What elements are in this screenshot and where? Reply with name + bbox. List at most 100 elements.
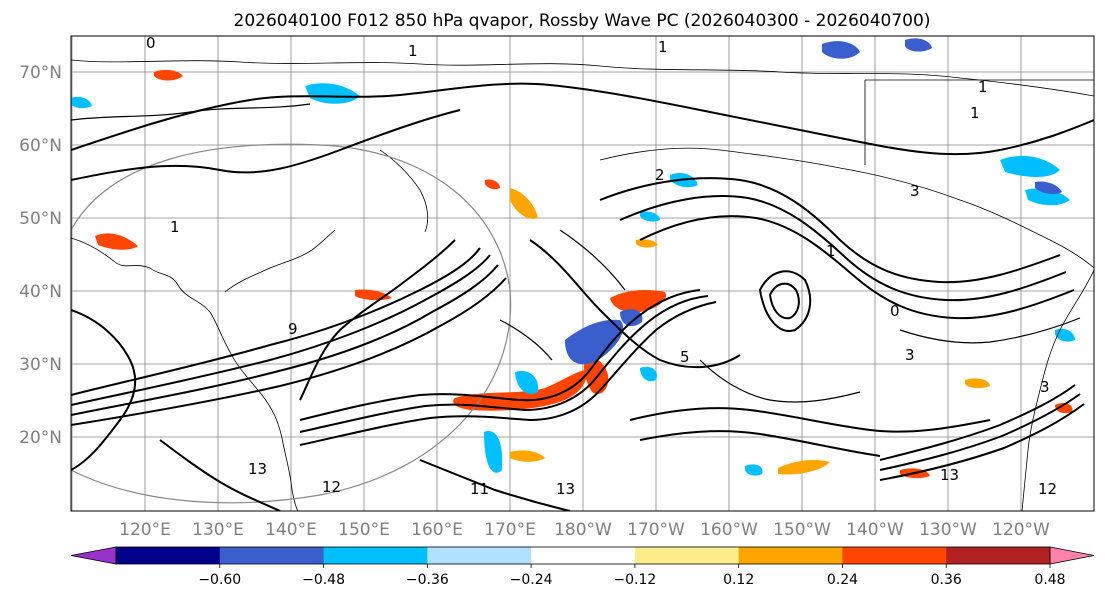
contour-line [499,319,553,361]
anomaly-shading [71,38,1075,479]
lat-label: 40°N [19,282,62,302]
contour-label: 13 [248,460,267,478]
contour-label: 1 [826,242,836,260]
map-background [71,36,1094,511]
domain-circle [71,143,512,504]
lon-label: 120°W [992,520,1050,540]
positive-anomaly [510,188,538,219]
contour-labels: 0 1 1 1 1 1 2 3 3 3 5 9 12 12 13 13 13 1… [146,34,1057,498]
contour-line [71,254,491,406]
contour-line [619,195,1067,302]
lat-label: 50°N [19,209,62,229]
contour-label: 13 [556,480,575,498]
contour-line [71,247,481,396]
colorbar-tick-label: −0.36 [406,572,449,588]
contour-label: 2 [655,166,665,184]
longitude-labels: 120°E 130°E 140°E 150°E 160°E 170°E 180°… [119,520,1050,540]
colorbar-segment [738,547,843,564]
positive-anomaly [485,179,500,190]
lon-label: 180°W [554,520,612,540]
contour-label: 11 [470,480,489,498]
negative-anomaly [620,309,643,327]
contour-label: 0 [890,302,900,320]
contour-line [71,309,137,471]
contour-line [699,359,861,403]
positive-anomaly [154,69,183,81]
negative-anomaly [640,366,657,382]
negative-anomaly [745,464,763,476]
kamchatka-coastline [379,149,429,233]
lat-label: 60°N [19,136,62,156]
lon-label: 130°W [919,520,977,540]
lon-label: 140°W [846,520,904,540]
negative-anomaly [822,41,860,59]
contour-line [879,393,1081,471]
lat-label: 20°N [19,428,62,448]
contour-line [758,270,812,332]
lon-label: 170°W [627,520,685,540]
contour-line [71,82,701,151]
negative-anomaly [71,96,92,109]
lon-label: 160°E [411,520,463,540]
contour-line [419,459,571,511]
negative-anomaly [905,38,932,52]
contour-line [529,239,741,369]
contour-line [879,403,1085,481]
lon-label: 160°W [700,520,758,540]
contour-line [879,384,1076,461]
colorbar-segment [946,547,1051,564]
colorbar-segment [427,547,532,564]
colorbar-segment [531,547,636,564]
colorbar-tick-label: 0.24 [827,572,858,588]
lon-label: 170°E [484,520,536,540]
contour-lines-thin [71,103,1081,403]
contour-line [639,215,1075,320]
coastlines [71,59,1094,511]
map-panel: 0 1 1 1 1 1 2 3 3 3 5 9 12 12 13 13 13 1… [70,34,1095,512]
contour-line [699,109,1094,156]
negative-anomaly [484,431,503,473]
asia-coastline [71,237,299,511]
colorbar-tick-label: −0.12 [613,572,656,588]
positive-anomaly [95,233,138,250]
lon-label: 140°E [265,520,317,540]
positive-anomaly [510,450,545,462]
contour-label: 0 [146,34,156,52]
contour-line [639,430,881,457]
contour-line [71,103,311,121]
contour-line [599,177,1061,284]
north-america-coastline [1021,269,1094,511]
positive-anomaly [1055,402,1073,414]
negative-anomaly [1035,181,1062,195]
positive-anomaly [965,378,990,389]
contour-line [629,407,991,433]
contour-label: 9 [288,320,298,338]
negative-anomaly [565,319,624,365]
lat-label: 30°N [19,355,62,375]
contour-line [299,295,709,433]
chart-title: 2026040100 F012 850 hPa qvapor, Rossby W… [234,11,931,31]
colorbar-tick-label: −0.24 [510,572,553,588]
contour-lines [71,82,1094,511]
colorbar-tick-label: −0.60 [198,572,241,588]
lon-label: 120°E [119,520,171,540]
colorbar-segment [116,547,221,564]
negative-anomaly [1025,188,1070,206]
lon-label: 150°W [773,520,831,540]
contour-line [71,277,507,426]
negative-anomaly [305,83,360,104]
contour-label: 12 [1038,480,1057,498]
negative-anomaly [1000,155,1060,177]
alaska-coastline [599,147,1094,269]
colorbar-outline [115,546,1051,565]
colorbar-tick-label: 0.48 [1034,572,1065,588]
contour-label: 12 [322,478,341,496]
contour-label: 1 [970,104,980,122]
positive-anomaly [778,460,830,475]
colorbar-segment [219,547,325,564]
colorbar-segment [323,547,428,564]
border-line [864,79,1094,165]
contour-line [71,264,499,416]
positive-anomaly [453,370,587,411]
